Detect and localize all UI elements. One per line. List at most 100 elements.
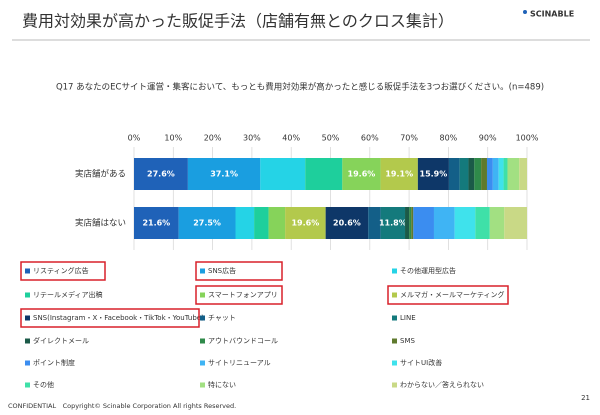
legend-label: リテールメディア出稿: [33, 290, 103, 299]
legend-label: メルマガ・メールマーケティング: [400, 290, 504, 299]
legend-highlight: [195, 285, 283, 305]
bar-segment: [380, 207, 406, 239]
x-tick-label: 100%: [516, 134, 539, 143]
bar-segment: [260, 158, 306, 190]
value-label: 19.6%: [348, 170, 376, 179]
bar-segment: [409, 207, 412, 239]
legend-swatch: [392, 292, 397, 298]
x-tick-label: 0%: [128, 134, 141, 143]
x-tick-label: 20%: [204, 134, 222, 143]
legend-label: スマートフォンアプリ: [208, 291, 278, 299]
bar-segment: [504, 207, 527, 239]
legend-swatch: [200, 360, 205, 366]
value-label: 20.6%: [333, 219, 361, 228]
legend-label: ダイレクトメール: [33, 336, 89, 345]
bar-segment: [433, 207, 455, 239]
bar-segment: [498, 158, 504, 190]
legend-swatch: [200, 268, 205, 274]
bar-segment: [489, 207, 505, 239]
legend-swatch: [25, 382, 30, 388]
value-label: 27.5%: [193, 219, 221, 228]
bar-segment: [368, 207, 381, 239]
legend-swatch: [200, 292, 205, 298]
bar-segment: [325, 207, 369, 239]
bar-segment: [454, 207, 476, 239]
legend-label: リスティング広告: [33, 266, 89, 275]
legend-label: サイトUI改善: [400, 358, 442, 367]
x-tick-label: 10%: [164, 134, 182, 143]
copyright: CONFIDENTIAL Copyright© Scinable Corpora…: [8, 402, 236, 410]
legend-label: ポイント制度: [33, 358, 75, 367]
legend-label: その他運用型広告: [400, 266, 456, 275]
bar-segment: [134, 158, 188, 190]
legend-swatch: [200, 315, 205, 321]
legend-highlight: [20, 261, 106, 281]
bar-segment: [380, 158, 418, 190]
legend-label: その他: [33, 380, 54, 389]
x-tick-label: 60%: [361, 134, 379, 143]
legend-highlight: [20, 308, 200, 328]
bar-segment: [285, 207, 326, 239]
bar-segment: [459, 158, 469, 190]
legend-swatch: [25, 338, 30, 344]
legend-swatch: [392, 315, 397, 321]
bar-segment: [413, 207, 434, 239]
legend-label: SNS(Instagram・X・Facebook・TikTok・YouTube): [33, 314, 204, 322]
x-tick-label: 90%: [479, 134, 497, 143]
legend-highlight: [195, 261, 283, 281]
bar-segment: [254, 207, 269, 239]
legend-label: 特にない: [208, 380, 236, 389]
value-label: 27.6%: [147, 170, 175, 179]
legend-label: チャット: [208, 314, 236, 322]
value-label: 19.1%: [385, 170, 413, 179]
bar-segment: [268, 207, 286, 239]
page-number: 21: [581, 394, 590, 402]
legend-swatch: [392, 268, 397, 274]
bar-segment: [474, 158, 482, 190]
value-label: 19.6%: [291, 219, 319, 228]
bar-segment: [342, 158, 381, 190]
bar-segment: [503, 158, 508, 190]
logo-dot: [523, 10, 527, 14]
bar-segment: [468, 158, 475, 190]
legend-label: SMS: [400, 337, 415, 345]
bar-segment: [305, 158, 343, 190]
legend-swatch: [392, 360, 397, 366]
bar-segment: [475, 207, 490, 239]
legend-highlight: [387, 285, 509, 305]
x-tick-label: 40%: [282, 134, 300, 143]
legend-swatch: [25, 292, 30, 298]
bar-segment: [187, 158, 261, 190]
question: Q17 あなたのECサイト運営・集客において、もっとも費用対効果が高かったと感じ…: [56, 82, 544, 93]
value-label: 11.8%: [379, 219, 407, 228]
legend-label: LINE: [400, 314, 416, 322]
legend-label: SNS広告: [208, 266, 236, 275]
bar-segment: [405, 207, 410, 239]
legend-swatch: [200, 382, 205, 388]
x-tick-label: 50%: [322, 134, 340, 143]
legend-swatch: [200, 338, 205, 344]
value-label: 21.6%: [142, 219, 170, 228]
legend-swatch: [25, 268, 30, 274]
value-label: 37.1%: [210, 170, 238, 179]
legend-label: アウトバウンドコール: [208, 337, 278, 345]
legend-swatch: [25, 360, 30, 366]
bar-segment: [235, 207, 255, 239]
legend-label: サイトリニューアル: [208, 359, 271, 367]
bar-segment: [178, 207, 236, 239]
bar-segment: [519, 158, 527, 190]
slide-title: 費用対効果が高かった販促手法（店舗有無とのクロス集計）: [22, 12, 454, 31]
legend-swatch: [392, 338, 397, 344]
bar-segment: [448, 158, 460, 190]
logo: SCINABLE: [530, 10, 574, 19]
x-tick-label: 30%: [243, 134, 261, 143]
y-tick-label: 実店舗がある: [75, 169, 126, 180]
bar-segment: [507, 158, 520, 190]
legend-swatch: [25, 315, 30, 321]
x-tick-label: 70%: [400, 134, 418, 143]
bar-segment: [411, 207, 414, 239]
legend-label: わからない／答えられない: [400, 380, 484, 389]
legend-swatch: [392, 382, 397, 388]
bar-segment: [492, 158, 499, 190]
